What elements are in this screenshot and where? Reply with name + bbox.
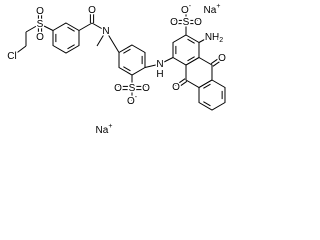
element-symbol: Na xyxy=(204,5,217,16)
bond xyxy=(203,101,211,107)
bond xyxy=(96,30,107,47)
bond xyxy=(210,56,222,65)
element-symbol: O xyxy=(114,83,122,94)
element-symbol: O xyxy=(36,6,44,17)
bond xyxy=(174,78,186,87)
atom-label: N xyxy=(102,26,109,37)
atom-label: Na+ xyxy=(96,123,113,136)
atom-label: N xyxy=(156,59,163,70)
bond xyxy=(123,66,131,72)
atom-label: O xyxy=(170,17,178,28)
atom-label: O xyxy=(88,5,96,16)
atom-label: O xyxy=(172,82,180,93)
element-symbol: NH xyxy=(205,32,219,43)
bond xyxy=(105,30,120,53)
atom-label: O xyxy=(218,53,226,64)
element-symbol: N xyxy=(102,26,109,37)
bond xyxy=(78,22,93,31)
ring xyxy=(185,56,213,89)
bond xyxy=(67,44,75,50)
bond xyxy=(187,56,195,62)
bond xyxy=(159,57,174,65)
atom-label: Cl xyxy=(7,51,16,62)
element-symbol: S xyxy=(129,83,136,94)
atom-count: 2 xyxy=(219,37,223,44)
element-symbol: H xyxy=(156,69,163,80)
element-symbol: O xyxy=(181,5,189,16)
ring xyxy=(52,22,80,54)
element-symbol: O xyxy=(218,53,226,64)
atom-label: O xyxy=(194,17,202,28)
bond xyxy=(203,83,211,89)
bond xyxy=(13,45,27,56)
atom-label: O xyxy=(142,83,150,94)
ring xyxy=(172,34,200,66)
bond xyxy=(187,38,195,44)
bond xyxy=(144,63,161,68)
bond xyxy=(25,23,41,33)
atom-label: O xyxy=(36,32,44,43)
charge: - xyxy=(189,3,192,10)
element-symbol: O xyxy=(36,32,44,43)
bond xyxy=(91,22,107,32)
element-symbol: O xyxy=(172,82,180,93)
element-symbol: S xyxy=(37,19,44,30)
charge: - xyxy=(135,94,138,101)
bond xyxy=(123,48,131,54)
atom-label: O- xyxy=(181,3,192,16)
element-symbol: S xyxy=(183,17,190,28)
element-symbol: Na xyxy=(96,125,109,136)
bond xyxy=(198,36,210,43)
atom-label: NH2 xyxy=(205,32,223,44)
charge: + xyxy=(108,123,112,130)
element-symbol: O xyxy=(127,96,135,107)
ring xyxy=(118,44,146,76)
charge: + xyxy=(216,3,220,10)
element-symbol: Cl xyxy=(7,51,16,62)
element-symbol: O xyxy=(194,17,202,28)
bonds xyxy=(13,10,226,111)
atom-label: H xyxy=(156,69,163,80)
atom-label: S xyxy=(129,83,136,94)
element-symbol: O xyxy=(170,17,178,28)
atom-label: O- xyxy=(127,94,138,107)
element-symbol: O xyxy=(142,83,150,94)
bond xyxy=(212,58,224,67)
bond xyxy=(67,26,75,32)
atom-label: S xyxy=(37,19,44,30)
atom-label: Na+ xyxy=(204,3,221,16)
bond xyxy=(39,23,54,31)
ring xyxy=(198,79,226,111)
atom-label: O xyxy=(36,6,44,17)
element-symbol: N xyxy=(156,59,163,70)
bond xyxy=(176,80,188,89)
atom-label: O xyxy=(114,83,122,94)
element-symbol: O xyxy=(88,5,96,16)
atom-label: S xyxy=(183,17,190,28)
